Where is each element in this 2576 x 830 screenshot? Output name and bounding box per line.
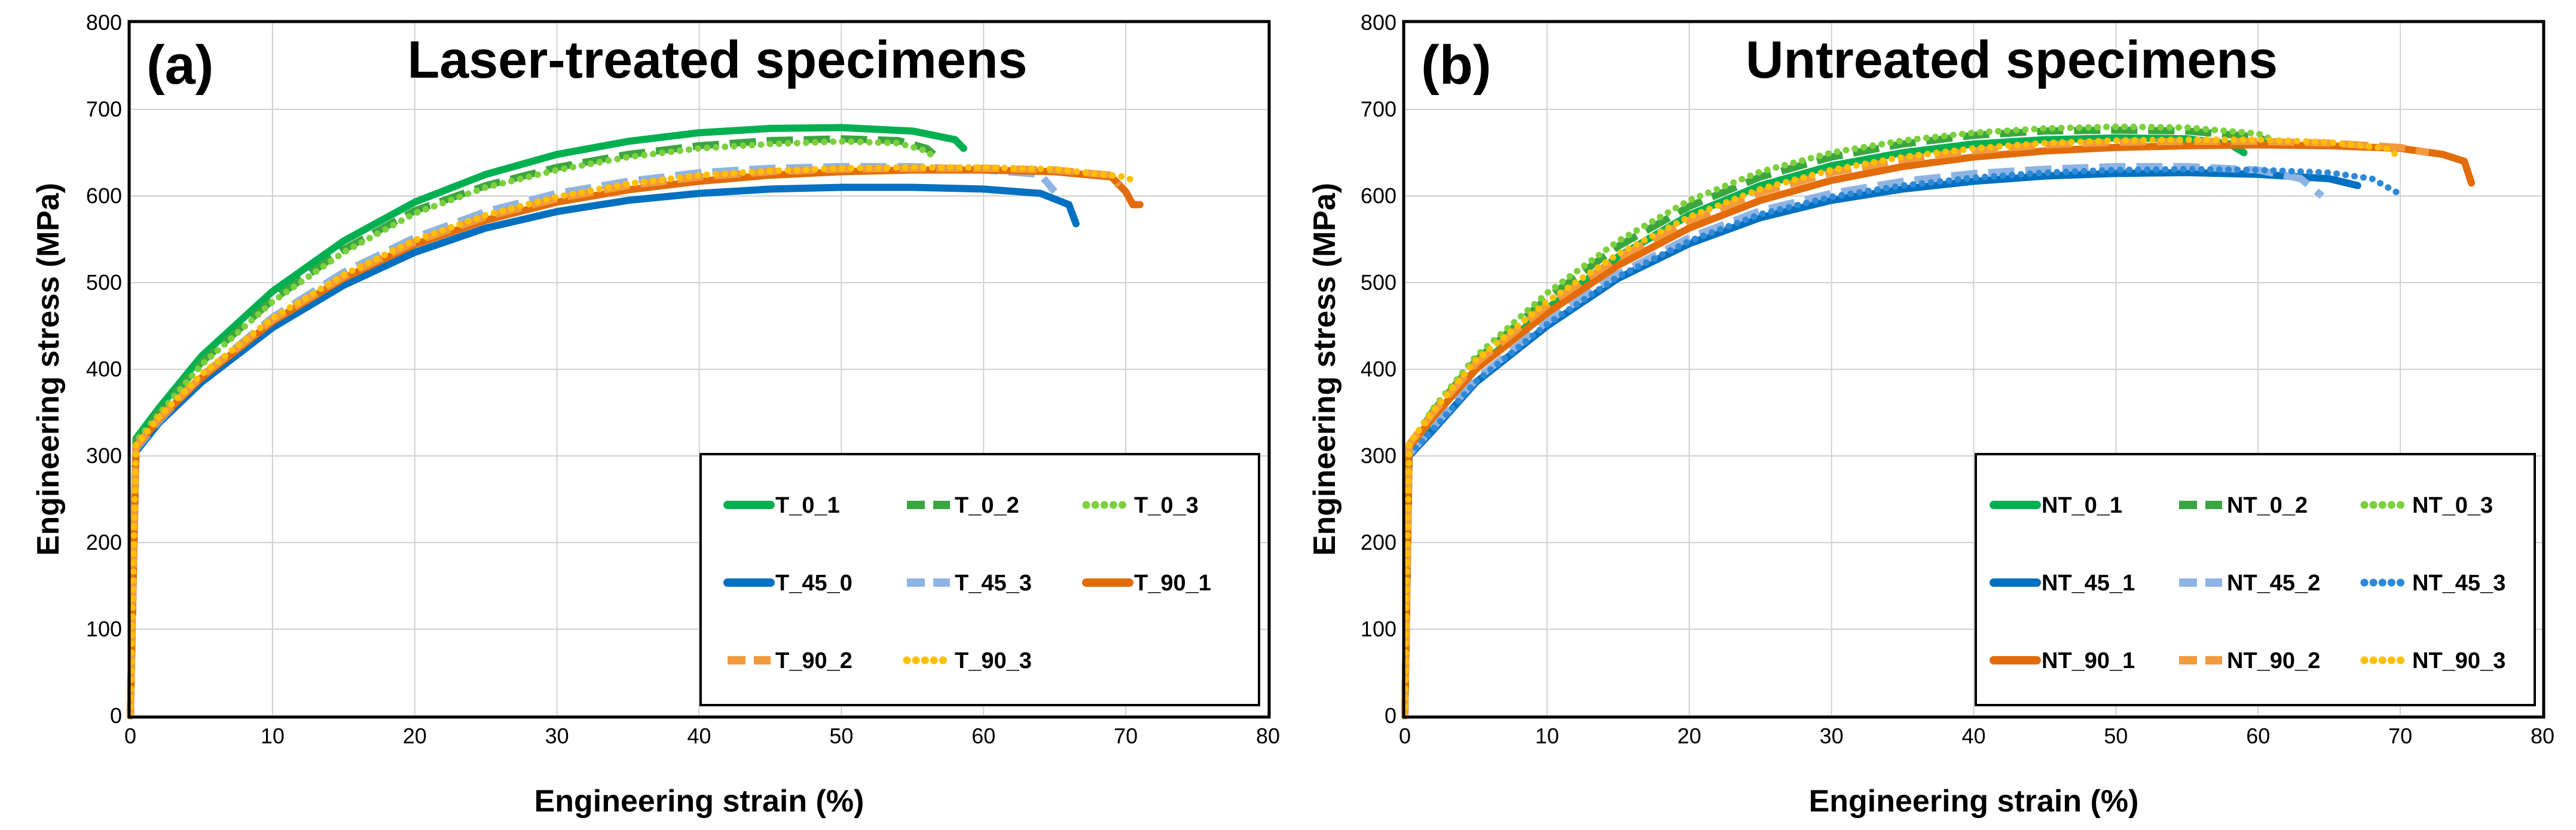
chart-0-xtick-label: 10 (261, 724, 285, 748)
chart-0-xtick-label: 80 (1256, 724, 1280, 748)
chart-0-xtick-label: 0 (124, 724, 136, 748)
chart-1-ytick-label: 0 (1385, 703, 1397, 728)
chart-0-xtick-label: 40 (687, 724, 711, 748)
chart-0-xtick-label: 60 (971, 724, 995, 748)
chart-1-ytick-label: 200 (1361, 530, 1397, 555)
chart-0-ytick-label: 600 (86, 183, 122, 208)
chart-0-xtick-label: 70 (1114, 724, 1138, 748)
chart-1-xtick-label: 60 (2246, 724, 2270, 748)
chart-1-legend-label: NT_45_2 (2227, 571, 2320, 596)
chart-0-legend-label: T_90_1 (1134, 571, 1211, 596)
chart-1-legend-label: NT_0_1 (2042, 493, 2122, 518)
chart-1-ytick-label: 400 (1361, 357, 1397, 381)
chart-1-xtick-label: 10 (1535, 724, 1559, 748)
chart-1-series-nt-45-3 (1401, 166, 2404, 719)
chart-1: 0 10 20 30 40 50 60 70 8001002003004005006007008… (1307, 10, 2554, 819)
chart-1-legend: NT_0_1 NT_0_2 NT_0_3 NT_45_1 NT_45_2 NT_45_3 N… (1975, 453, 2536, 706)
chart-1-series-nt-0-3 (1401, 123, 2276, 719)
chart-1-title: Untreated specimens (1746, 30, 2278, 89)
chart-1-xtick-label: 40 (1961, 724, 1985, 748)
chart-0-series-t-90-3 (127, 164, 1141, 719)
chart-0-ytick-label: 100 (86, 617, 122, 641)
chart-0-title: Laser-treated specimens (408, 30, 1028, 89)
chart-1-ytick-label: 600 (1361, 183, 1397, 208)
chart-1-xtick-label: 0 (1399, 724, 1411, 748)
chart-0-legend-box (699, 453, 1260, 706)
chart-0-legend: T_0_1 T_0_2 T_0_3 T_45_0 T_45_3 T_90_1 T_90_2 T… (699, 453, 1260, 706)
chart-1-ytick-label: 500 (1361, 270, 1397, 295)
chart-0-panel-tag: (a) (146, 35, 213, 96)
chart-1-legend-label: NT_0_3 (2412, 493, 2493, 518)
chart-1-legend-label: NT_0_2 (2227, 493, 2308, 518)
chart-1-legend-label: NT_90_2 (2227, 648, 2320, 673)
chart-0-legend-label: T_0_3 (1134, 493, 1199, 518)
chart-1-ytick-label: 800 (1361, 10, 1397, 35)
chart-0-y-axis-title: Engineering stress (MPa) (31, 183, 66, 556)
chart-1-panel-tag: (b) (1421, 35, 1491, 96)
chart-1-ytick-label: 300 (1361, 443, 1397, 468)
chart-1-ytick-label: 100 (1361, 617, 1397, 641)
chart-1-legend-label: NT_45_3 (2412, 571, 2505, 596)
chart-0-xtick-label: 20 (403, 724, 427, 748)
chart-0-legend-label: T_45_0 (775, 571, 852, 596)
chart-1-ytick-label: 700 (1361, 97, 1397, 121)
chart-0-ytick-label: 0 (110, 703, 122, 728)
chart-0-ytick-label: 800 (86, 10, 122, 35)
chart-0-legend-label: T_45_3 (955, 571, 1032, 596)
chart-1-legend-box (1975, 453, 2536, 706)
chart-0-ytick-label: 500 (86, 270, 122, 295)
chart-0-ytick-label: 700 (86, 97, 122, 121)
chart-0-plot-frame (127, 20, 1271, 719)
chart-1-x-axis-title: Engineering strain (%) (1809, 784, 2139, 819)
chart-1-series-nt-90-3 (1401, 136, 2404, 719)
chart-0-series-t-0-3 (127, 138, 937, 719)
chart-1-xtick-label: 20 (1677, 724, 1701, 748)
chart-0-legend-label: T_90_2 (775, 648, 852, 673)
chart-1-xtick-label: 50 (2104, 724, 2128, 748)
chart-1-plot-frame (1402, 20, 2546, 719)
chart-0: 0 10 20 30 40 50 60 70 8001002003004005006007008… (31, 10, 1280, 819)
chart-1-y-axis-title: Engineering stress (MPa) (1307, 183, 1342, 556)
chart-1-xtick-label: 30 (1820, 724, 1844, 748)
chart-1-legend-label: NT_90_1 (2042, 648, 2135, 673)
chart-0-xtick-label: 30 (545, 724, 569, 748)
chart-0-x-axis-title: Engineering strain (%) (534, 784, 864, 819)
chart-0-ytick-label: 200 (86, 530, 122, 555)
chart-1-legend-label: NT_45_1 (2042, 571, 2135, 596)
chart-1-xtick-label: 80 (2531, 724, 2554, 748)
chart-0-xtick-label: 50 (829, 724, 853, 748)
chart-0-legend-label: T_0_2 (955, 493, 1019, 518)
chart-1-legend-label: NT_90_3 (2412, 648, 2505, 673)
chart-1-xtick-label: 70 (2388, 724, 2412, 748)
chart-0-legend-label: T_0_1 (775, 493, 840, 518)
chart-0-legend-label: T_90_3 (955, 648, 1032, 673)
chart-0-ytick-label: 300 (86, 443, 122, 468)
chart-0-ytick-label: 400 (86, 357, 122, 381)
